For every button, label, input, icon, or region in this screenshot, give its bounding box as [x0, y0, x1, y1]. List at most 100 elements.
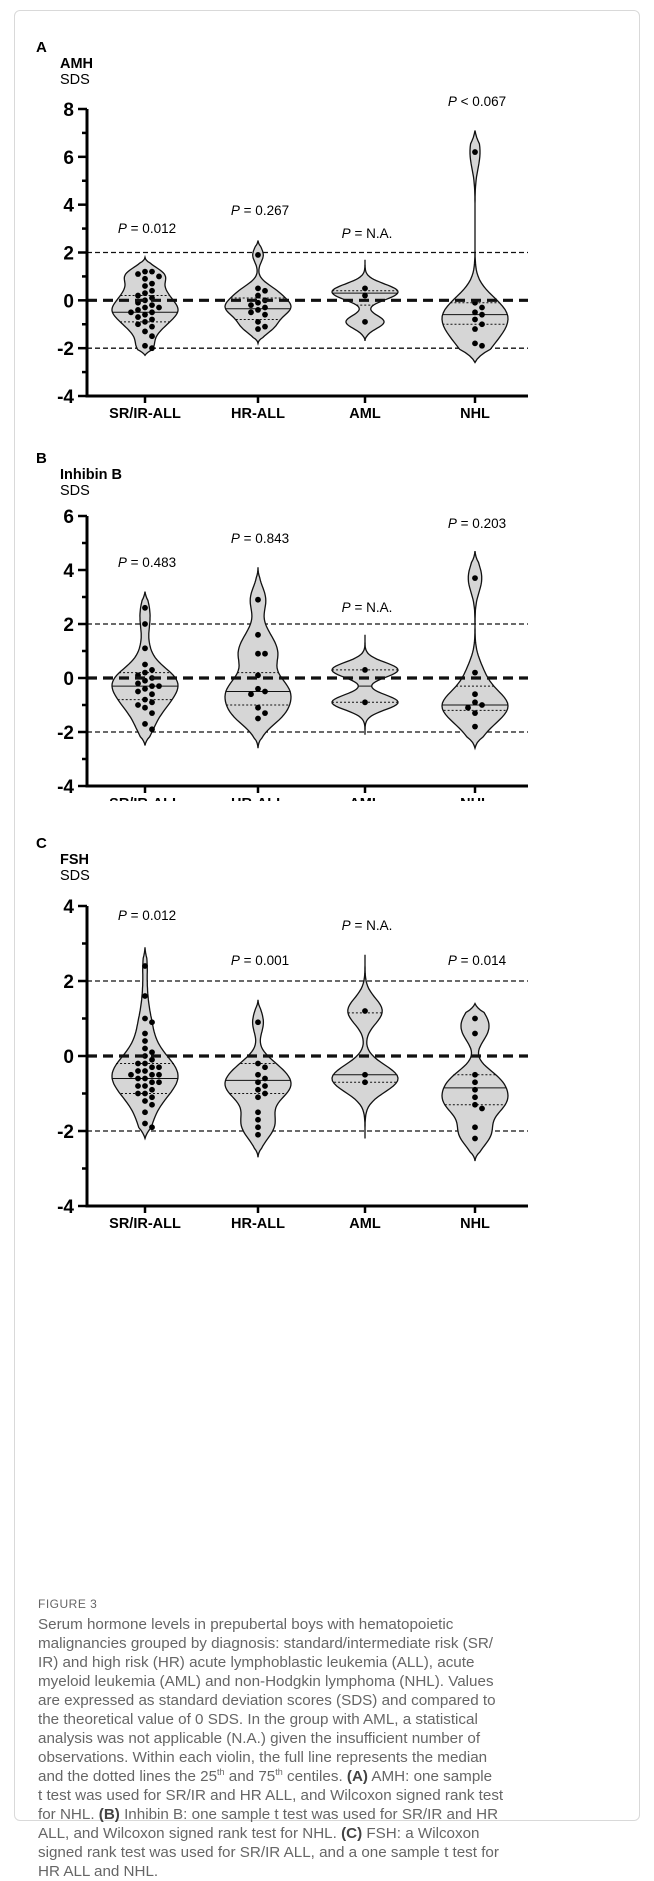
data-point [472, 1071, 478, 1078]
p-value-label: P = 0.203 [448, 516, 506, 531]
data-point [149, 316, 155, 323]
data-point [142, 685, 148, 692]
data-point [362, 667, 368, 673]
data-point [142, 328, 148, 335]
x-tick-label: SR/IR-ALL [109, 406, 181, 422]
data-point [156, 1064, 162, 1071]
data-point [149, 1049, 155, 1056]
data-point [255, 292, 261, 299]
y-tick-label: 8 [63, 100, 74, 121]
figure-caption: Serum hormone levels in prepubertal boys… [38, 1615, 630, 1881]
x-tick-label: SR/IR-ALL [109, 796, 181, 801]
p-symbol: P [231, 531, 240, 546]
x-tick-label: AML [349, 796, 381, 801]
data-point [472, 575, 478, 581]
data-point [142, 304, 148, 311]
x-tick-label: NHL [460, 1216, 490, 1232]
data-point [479, 321, 485, 328]
y-tick-label: -4 [57, 777, 74, 798]
data-point [472, 1135, 478, 1142]
data-point [262, 1064, 268, 1071]
caption-line: observations. Within each violin, the fu… [38, 1749, 488, 1766]
data-point [255, 307, 261, 313]
data-point [472, 326, 478, 332]
data-point [472, 316, 478, 323]
data-point [156, 1071, 162, 1078]
data-point [142, 318, 148, 325]
p-symbol: P [342, 600, 351, 615]
data-point [156, 683, 162, 689]
data-point [255, 685, 261, 692]
caption-line: malignancies grouped by diagnosis: stand… [38, 1635, 494, 1652]
p-value-label: P = N.A. [342, 600, 393, 615]
data-point [149, 268, 155, 275]
data-point [149, 345, 155, 352]
data-point [472, 309, 478, 316]
p-value-label: P < 0.067 [448, 94, 506, 109]
y-tick-label: 6 [63, 148, 74, 169]
data-point [135, 1068, 141, 1074]
data-point [362, 1008, 368, 1014]
data-point [135, 271, 141, 277]
panel-a: A AMH SDS P = 0.012 SR/IR-ALL P = 0.267 HR-ALL… [0, 28, 654, 458]
data-point [472, 669, 478, 676]
data-point [479, 311, 485, 318]
data-point [255, 1079, 261, 1086]
data-point [149, 280, 155, 287]
data-point [149, 667, 155, 673]
caption-line: and the dotted lines the 25th and 75th c… [38, 1766, 493, 1785]
p-value-label: P = 0.014 [448, 953, 507, 968]
y-tick-label: -4 [57, 387, 74, 408]
x-tick-label: AML [349, 406, 381, 422]
caption-line: t test was used for SR/IR and HR ALL, an… [38, 1787, 504, 1804]
data-point [472, 1030, 478, 1037]
p-value-text: = 0.014 [457, 953, 507, 968]
data-point [135, 307, 141, 313]
data-point [362, 285, 368, 292]
data-point [142, 1038, 148, 1044]
data-point [255, 1019, 261, 1026]
data-point [479, 304, 485, 311]
p-symbol: P [448, 953, 457, 968]
data-point [255, 1124, 261, 1131]
p-value-label: P = N.A. [342, 226, 393, 241]
violin-shape [441, 130, 509, 364]
data-point [142, 621, 148, 627]
data-point [156, 304, 162, 311]
y-axis-label: SDS [60, 483, 90, 499]
data-point [149, 287, 155, 294]
data-point [142, 290, 148, 297]
data-point [472, 1124, 478, 1131]
panel-letter: A [36, 39, 47, 56]
data-point [128, 309, 134, 316]
data-point [142, 283, 148, 289]
data-point [149, 1124, 155, 1131]
data-point [248, 302, 254, 309]
y-tick-label: 4 [63, 561, 74, 582]
data-point [262, 1075, 268, 1082]
p-value-text: = 0.012 [127, 221, 176, 236]
data-point [262, 304, 268, 311]
chart-title: AMH [60, 56, 93, 72]
data-point [142, 696, 148, 703]
p-symbol: P [231, 953, 240, 968]
data-point [135, 702, 141, 708]
y-tick-label: -2 [57, 339, 74, 360]
data-point [255, 251, 261, 258]
p-value-label: P = 0.012 [118, 908, 176, 923]
p-value-label: P = 0.012 [118, 221, 176, 236]
data-point [135, 688, 141, 695]
data-point [255, 1060, 261, 1067]
caption-line: for NHL. (B) Inhibin B: one sample t tes… [38, 1806, 499, 1823]
data-point [142, 1045, 148, 1052]
y-tick-label: 6 [63, 507, 74, 528]
p-value-label: P = 0.843 [231, 531, 289, 546]
data-point [142, 1098, 148, 1104]
y-tick-label: -2 [57, 1122, 74, 1143]
data-point [149, 710, 155, 716]
data-point [255, 1094, 261, 1101]
data-point [128, 1071, 134, 1078]
data-point [142, 1060, 148, 1067]
